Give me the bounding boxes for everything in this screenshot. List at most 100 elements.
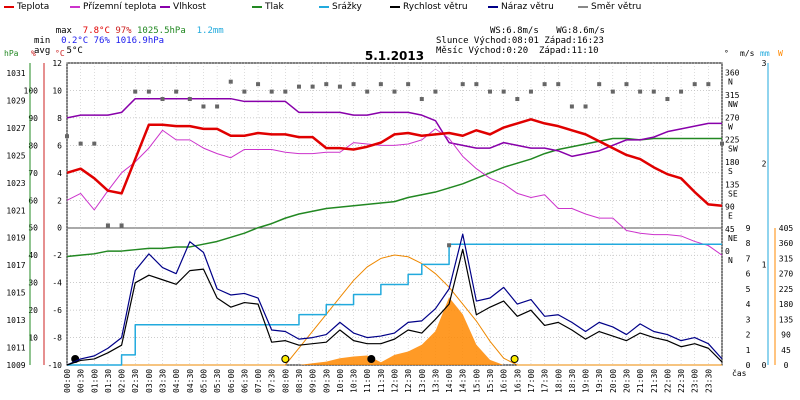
stats-block-left: max 7.8°C 97% 1025.5hPa 1.2mm min 0.2°C … xyxy=(34,16,224,66)
series-line-n-raz-v-tru xyxy=(66,233,723,366)
wind-direction-point xyxy=(638,89,643,94)
wind-direction-point xyxy=(201,104,206,109)
tick-label-winddir-compass: N xyxy=(728,256,733,265)
legend-swatch xyxy=(319,5,329,8)
x-tick-label: 02:00 xyxy=(118,369,127,393)
stats-moon-set: Západ:11:10 xyxy=(538,46,599,56)
stats-ws: WS:6.8m/s xyxy=(490,26,539,36)
x-tick-label: 21:30 xyxy=(650,369,659,393)
wind-direction-point xyxy=(187,97,192,102)
x-tick-label: 23:00 xyxy=(691,369,700,393)
sunset-marker xyxy=(510,355,519,363)
wind-direction-point xyxy=(160,97,165,102)
x-tick-label: 17:30 xyxy=(541,369,550,393)
wind-direction-point xyxy=(624,82,629,87)
stats-max-press: 1025.5hPa xyxy=(137,26,186,36)
x-tick-label: 04:30 xyxy=(186,369,195,393)
tick-label-winddir: 135 xyxy=(725,180,740,189)
tick-label-temperature: 10 xyxy=(52,86,62,95)
wind-direction-point xyxy=(542,82,547,87)
wind-direction-point xyxy=(215,104,220,109)
stats-block-right: WS:6.8m/s WG:8.6m/s Slunce Východ:08:01 … xyxy=(436,16,605,66)
tick-label-pressure: 1009 xyxy=(6,361,25,370)
tick-label-winddir: 90 xyxy=(725,203,735,212)
legend-label: Srážky xyxy=(332,2,362,12)
x-tick-label: 20:00 xyxy=(609,369,618,393)
tick-label-winddir-compass: S xyxy=(728,167,733,176)
tick-label-humidity: 30 xyxy=(28,279,38,288)
tick-label-wind: 5 xyxy=(746,285,751,294)
stats-rain-total: 1.2mm xyxy=(196,26,224,36)
tick-label-temperature: 6 xyxy=(57,141,62,150)
tick-label-temperature: 2 xyxy=(57,196,62,205)
series-solar-theoretical xyxy=(67,254,722,366)
tick-label-solar: 0 xyxy=(784,361,789,370)
tick-label-wind: 1 xyxy=(746,346,751,355)
wind-direction-point xyxy=(351,82,356,87)
x-tick-label: 02:30 xyxy=(131,369,140,393)
x-tick-label: 20:30 xyxy=(622,369,631,393)
tick-label-winddir-compass: N xyxy=(728,78,733,87)
moonset-marker xyxy=(367,355,376,363)
stats-min-press: 1016.9hPa xyxy=(115,36,165,46)
series-line-sr-ky xyxy=(67,243,722,366)
legend-label: Rychlost větru xyxy=(403,2,468,12)
tick-label-humidity: 10 xyxy=(28,334,38,343)
x-tick-label: 08:00 xyxy=(281,369,290,393)
wind-direction-point xyxy=(706,82,711,87)
series-line-tlak xyxy=(66,137,722,258)
x-tick-label: 05:00 xyxy=(199,369,208,393)
axis-unit-ms: m/s xyxy=(740,49,755,58)
tick-label-pressure: 1011 xyxy=(6,344,25,353)
wind-direction-point xyxy=(228,79,233,84)
x-tick-label: 19:00 xyxy=(582,369,591,393)
legend-label: Přízemní teplota xyxy=(83,2,157,12)
tick-label-humidity: 60 xyxy=(28,196,38,205)
legend-item-1: Přízemní teplota xyxy=(70,2,156,12)
legend-item-5: Rychlost větru xyxy=(390,2,468,12)
tick-label-winddir: 270 xyxy=(725,113,740,122)
tick-label-humidity: 40 xyxy=(28,251,38,260)
x-tick-label: 10:00 xyxy=(336,369,345,393)
x-tick-label: 10:30 xyxy=(350,369,359,393)
tick-label-rain: 1 xyxy=(762,260,767,269)
wind-direction-point xyxy=(174,89,179,94)
wind-direction-point xyxy=(679,89,684,94)
legend-swatch xyxy=(390,5,400,8)
x-tick-label: 11:30 xyxy=(377,369,386,393)
legend-label: Náraz větru xyxy=(501,2,554,12)
tick-label-solar: 360 xyxy=(779,239,794,248)
legend-item-4: Srážky xyxy=(319,2,362,12)
tick-label-solar: 405 xyxy=(779,224,794,233)
wind-direction-point xyxy=(692,82,697,87)
wind-direction-point xyxy=(105,223,110,228)
x-tick-label: 01:00 xyxy=(90,369,99,393)
tick-label-wind: 8 xyxy=(746,239,751,248)
tick-label-humidity: 50 xyxy=(28,224,38,233)
tick-label-temperature: -2 xyxy=(52,251,62,260)
legend: Teplota Přízemní teplota Vlhkost Tlak Srážky… xyxy=(0,0,800,13)
stats-sun-rise: Slunce Východ:08:01 xyxy=(436,36,539,46)
wind-direction-point xyxy=(610,89,615,94)
tick-label-humidity: 90 xyxy=(28,114,38,123)
stats-sun-set: Západ:16:23 xyxy=(544,36,604,46)
axis-unit-w: W xyxy=(778,49,783,58)
wind-direction-point xyxy=(569,104,574,109)
wind-direction-point xyxy=(269,89,274,94)
tick-label-pressure: 1027 xyxy=(6,124,25,133)
tick-label-pressure: 1025 xyxy=(6,151,25,160)
x-tick-label: 15:00 xyxy=(472,369,481,393)
x-tick-label: 22:00 xyxy=(663,369,672,393)
stats-min-label: min xyxy=(34,36,51,46)
wind-direction-point xyxy=(310,84,315,89)
wind-direction-point xyxy=(474,82,479,87)
wind-direction-point xyxy=(665,97,670,102)
wind-direction-point xyxy=(365,89,370,94)
tick-label-winddir-compass: SE xyxy=(728,189,738,198)
wind-direction-point xyxy=(501,89,506,94)
axis-unit-mm: mm xyxy=(760,49,770,58)
x-tick-label: 16:30 xyxy=(513,369,522,393)
x-tick-label: 04:00 xyxy=(172,369,181,393)
